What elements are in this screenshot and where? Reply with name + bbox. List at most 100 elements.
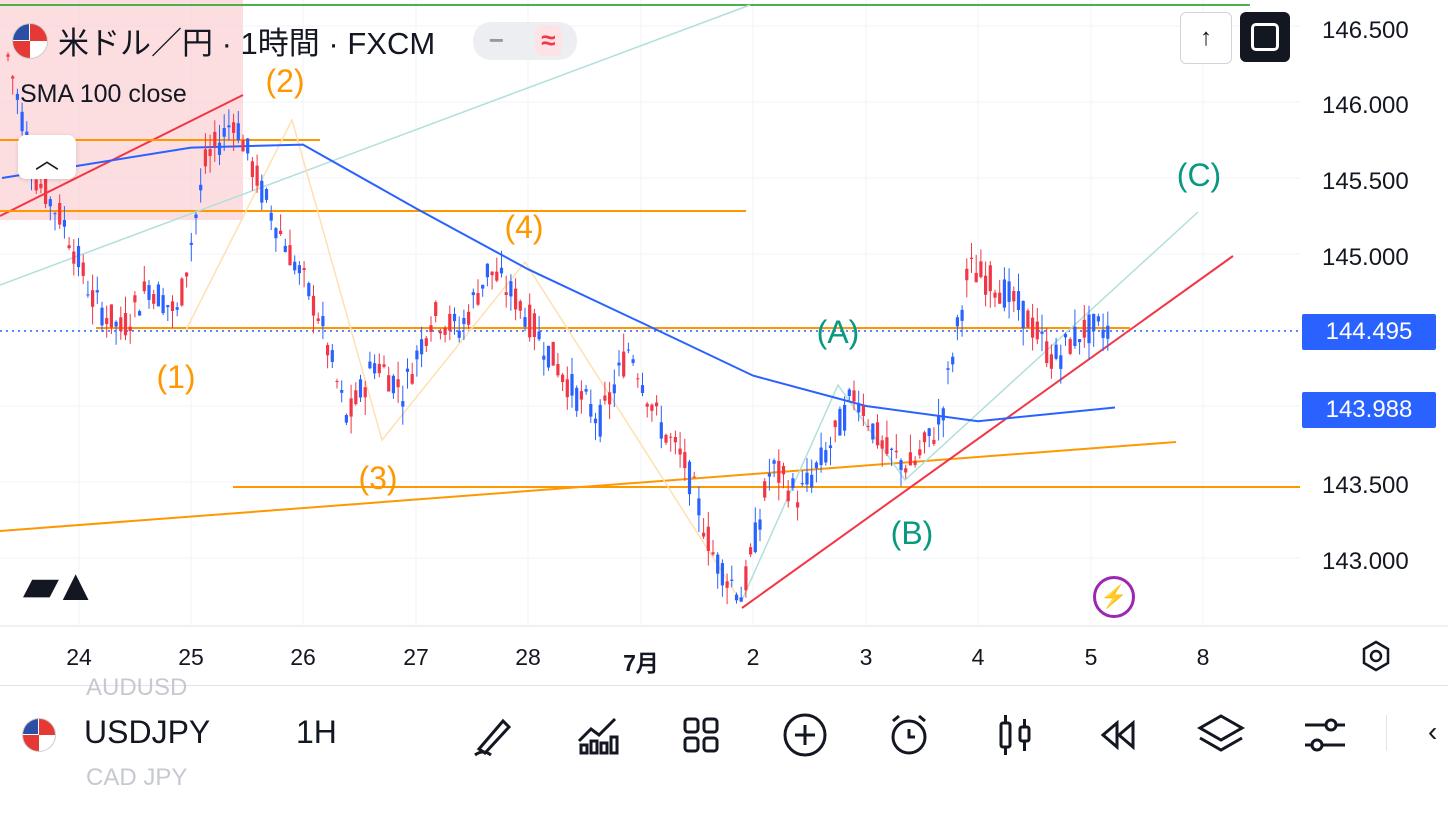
price-tick: 143.000 xyxy=(1322,548,1409,575)
candle-body xyxy=(1106,325,1110,339)
layouts-button[interactable] xyxy=(676,710,726,760)
candle-body xyxy=(185,272,189,277)
timeframe-selector[interactable]: 1H xyxy=(296,714,337,750)
replay-button[interactable] xyxy=(1092,710,1142,760)
candle-body xyxy=(584,389,588,392)
minus-icon[interactable]: − xyxy=(488,25,504,55)
candle-body xyxy=(922,432,927,443)
indicators-button[interactable] xyxy=(572,710,622,760)
candle-body xyxy=(800,483,804,485)
candle-body xyxy=(988,265,992,292)
candle-body xyxy=(476,293,480,305)
candle-body xyxy=(561,374,565,383)
candle-body xyxy=(264,189,269,200)
candle-body xyxy=(993,292,997,298)
candle-body xyxy=(471,292,475,296)
scroll-up-button[interactable]: ↑ xyxy=(1180,12,1232,64)
candle-body xyxy=(227,125,231,128)
candle-body xyxy=(575,387,579,411)
candle-body xyxy=(250,161,254,178)
candle-body xyxy=(833,420,837,428)
candle-body xyxy=(969,257,974,259)
candle-body xyxy=(998,292,1002,304)
candle-body xyxy=(326,345,330,356)
candle-body xyxy=(288,245,292,266)
candle-body xyxy=(11,76,15,79)
fullscreen-icon xyxy=(1251,23,1279,51)
layers-button[interactable] xyxy=(1196,710,1246,760)
candle-body xyxy=(95,290,99,293)
candle-body xyxy=(189,242,193,245)
price-chart[interactable]: (1) (2) (3) (4) (A) (B) (C) xyxy=(0,0,1448,690)
candle-body xyxy=(838,408,842,436)
candle-body xyxy=(199,184,203,191)
drawing-tool-button[interactable] xyxy=(468,710,518,760)
candle-body xyxy=(1082,319,1086,338)
indicator-toggle-pill[interactable]: − ≈ xyxy=(473,21,578,60)
time-tick: 5 xyxy=(1084,644,1098,670)
symbol-selector[interactable]: USDJPY xyxy=(84,714,211,750)
arrow-up-icon: ↑ xyxy=(1200,24,1212,51)
candle-body xyxy=(297,265,301,274)
candle-body xyxy=(885,437,889,454)
wave-label-orange: (1) xyxy=(156,359,195,395)
candle-body xyxy=(509,281,513,297)
candle-body xyxy=(650,404,654,411)
candle-body xyxy=(330,350,334,362)
candle-body xyxy=(354,390,358,405)
candle-body xyxy=(626,349,630,351)
time-tick: 8 xyxy=(1196,644,1210,670)
candle-body xyxy=(617,362,621,366)
chevron-left-icon[interactable]: ‹ xyxy=(1428,716,1438,747)
candle-body xyxy=(438,331,442,334)
candle-body xyxy=(344,415,348,423)
candle-body xyxy=(91,290,95,307)
add-button[interactable] xyxy=(780,710,830,760)
candle-body xyxy=(203,149,207,167)
candle-body xyxy=(655,402,659,407)
candle-body xyxy=(340,390,344,393)
candle-body xyxy=(236,123,240,141)
fullscreen-button[interactable] xyxy=(1240,12,1290,62)
toolbar-divider xyxy=(1386,715,1387,751)
candle-body xyxy=(777,460,781,483)
sma-indicator-label[interactable]: SMA 100 close xyxy=(20,80,187,108)
candle-body xyxy=(283,245,287,252)
candle-body xyxy=(669,436,673,438)
candle-body xyxy=(274,228,278,239)
candle-body xyxy=(603,395,607,401)
chart-type-button[interactable] xyxy=(990,710,1040,760)
candle-body xyxy=(349,398,353,417)
candle-body xyxy=(1073,326,1077,346)
candle-body xyxy=(781,466,786,475)
candle-body xyxy=(377,363,381,374)
candle-body xyxy=(570,374,574,396)
candle-body xyxy=(908,452,912,466)
candle-body xyxy=(415,350,419,360)
chart-settings-button[interactable] xyxy=(1300,710,1350,760)
candle-body xyxy=(645,403,649,407)
lightning-icon[interactable]: ⚡ xyxy=(1093,576,1135,618)
candle-body xyxy=(58,203,62,225)
candle-body xyxy=(462,318,466,325)
candle-body xyxy=(321,316,325,327)
candle-body xyxy=(890,448,894,450)
candle-body xyxy=(852,390,856,402)
candle-body xyxy=(706,526,710,551)
candle-body xyxy=(123,313,128,336)
time-tick: 3 xyxy=(859,644,873,670)
chart-title[interactable]: 米ドル／円 · 1時間 · FXCM xyxy=(58,26,436,61)
candle-body xyxy=(467,311,471,325)
candle-body xyxy=(640,385,645,393)
alert-button[interactable] xyxy=(884,710,934,760)
candle-body xyxy=(1012,291,1016,302)
candle-body xyxy=(424,338,428,346)
orange-trendline xyxy=(0,441,1177,532)
time-tick: 7月 xyxy=(623,650,659,676)
wave-icon[interactable]: ≈ xyxy=(535,25,562,56)
candle-body xyxy=(828,445,833,448)
collapse-legend-button[interactable]: ︿ xyxy=(18,135,76,179)
red-support-trendline xyxy=(741,255,1234,609)
settings-icon[interactable] xyxy=(1358,638,1394,674)
candle-body xyxy=(457,330,461,338)
